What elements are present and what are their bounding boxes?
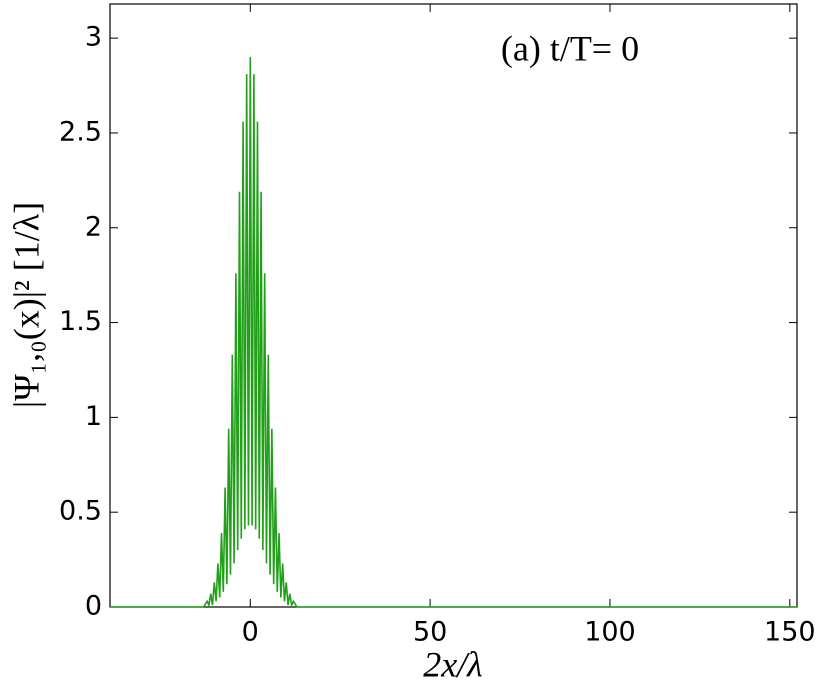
y-tick-label: 1.5	[59, 306, 102, 337]
x-tick-label: 100	[584, 617, 636, 648]
y-tick-label: 3	[85, 22, 102, 53]
annotation: (a) t/T= 0	[501, 28, 639, 68]
x-tick-label: 150	[764, 617, 816, 648]
x-tick-label: 0	[242, 617, 259, 648]
y-tick-label: 1	[85, 401, 102, 432]
y-tick-label: 0	[85, 591, 102, 622]
y-tick-label: 2.5	[59, 116, 102, 147]
y-tick-label: 0.5	[59, 496, 102, 527]
y-axis-label: |Ψ₁,₀(x)|² [1/λ]	[6, 202, 46, 408]
plot-frame	[109, 3, 798, 608]
x-axis-label: 2x/λ	[423, 644, 483, 684]
x-tick-label: 50	[413, 617, 447, 648]
y-tick-label: 2	[85, 211, 102, 242]
data-line	[110, 57, 797, 608]
